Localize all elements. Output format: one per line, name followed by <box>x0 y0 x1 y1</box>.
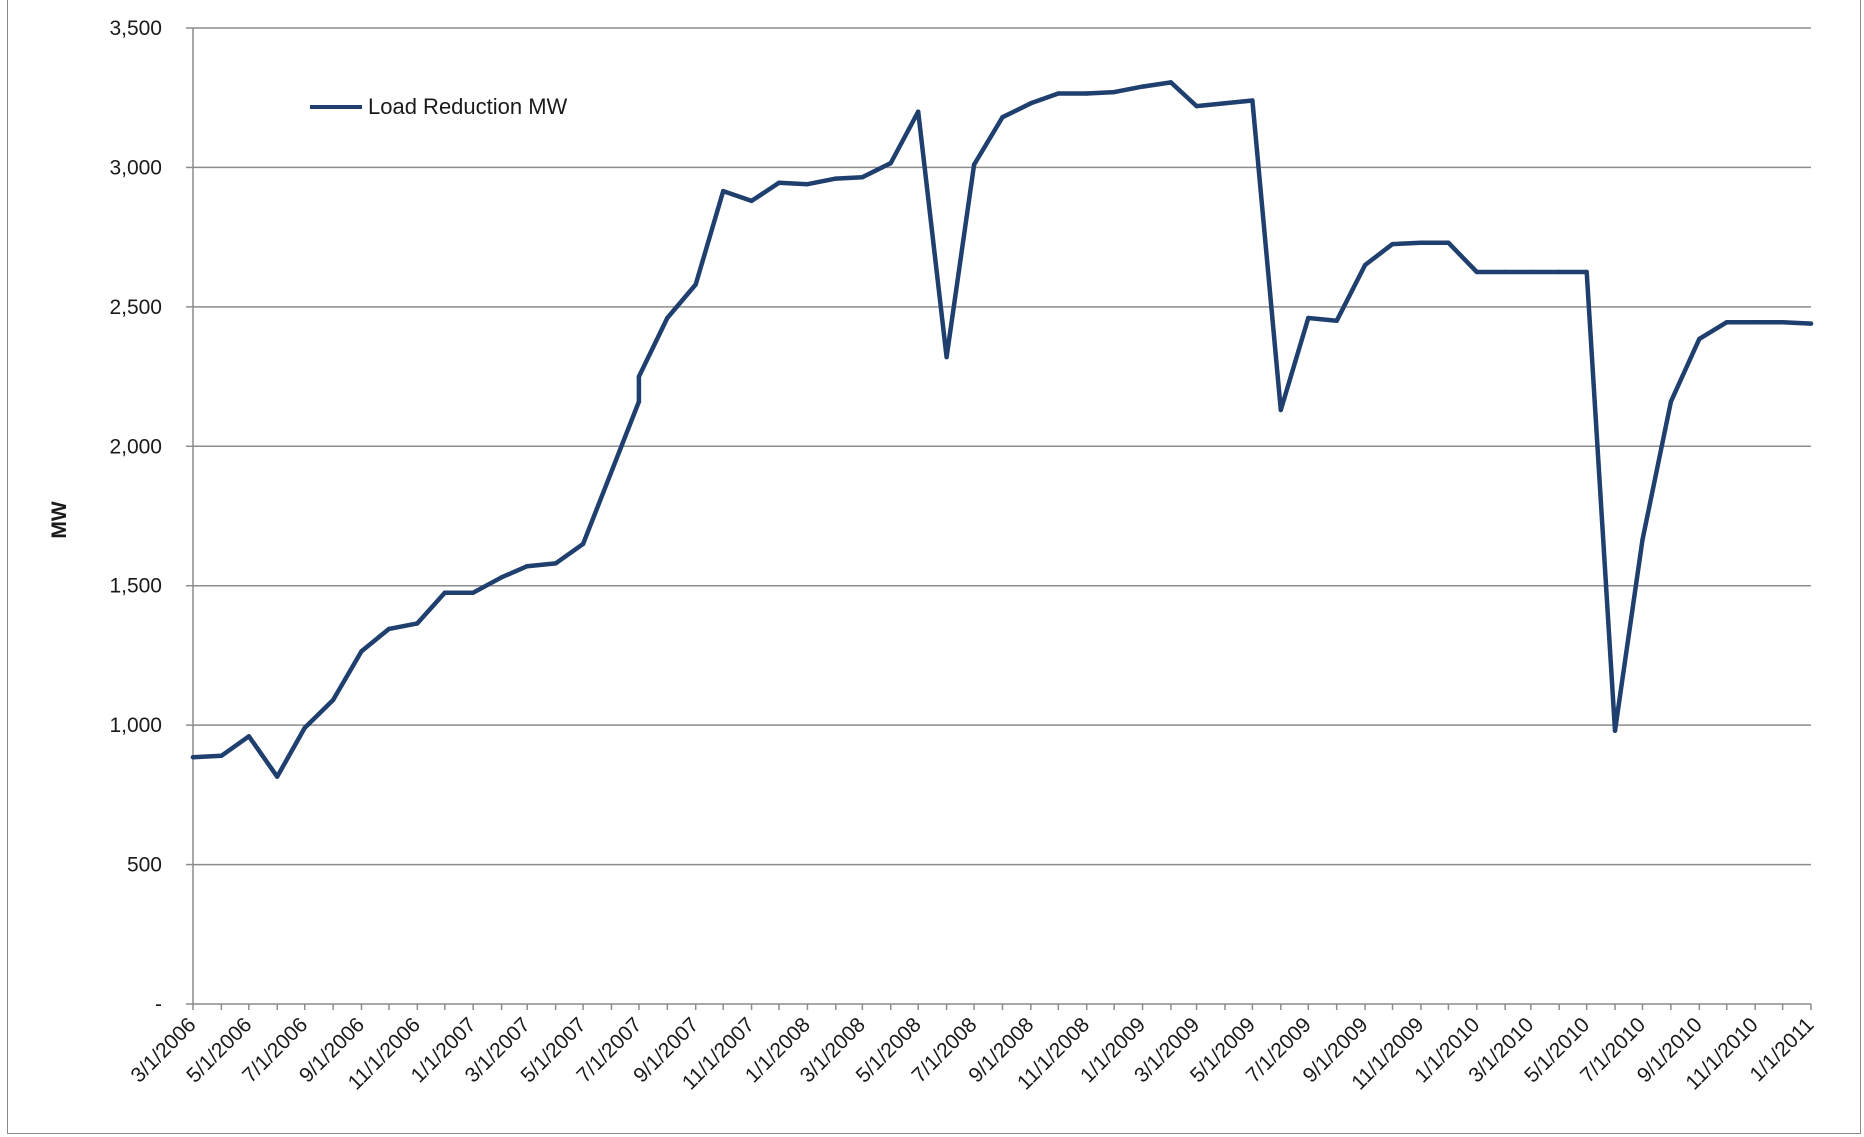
data-point <box>1640 537 1645 542</box>
data-point <box>1194 103 1199 109</box>
y-tick-label: 2,000 <box>109 435 162 458</box>
data-point <box>580 541 586 547</box>
data-point <box>302 725 307 731</box>
data-point <box>1028 101 1034 106</box>
y-tick-label: 1,000 <box>109 714 162 737</box>
legend: Load Reduction MW <box>310 94 568 119</box>
data-point <box>888 161 893 166</box>
data-point <box>1584 269 1589 275</box>
legend-label: Load Reduction MW <box>368 94 568 119</box>
data-point <box>386 626 392 632</box>
data-point <box>916 109 921 114</box>
data-point <box>1390 241 1395 247</box>
data-point <box>693 282 698 287</box>
y-tick-label: 500 <box>127 854 162 877</box>
y-tick-label: 2,500 <box>109 296 162 319</box>
data-point <box>1780 320 1785 325</box>
data-point <box>525 564 530 569</box>
data-point <box>553 561 558 566</box>
data-point <box>415 621 420 626</box>
data-point <box>1612 728 1618 733</box>
data-point <box>1446 240 1451 245</box>
y-axis-label: MW <box>48 501 71 538</box>
data-point <box>636 374 642 379</box>
y-tick-label: 3,000 <box>109 156 162 179</box>
y-tick-label: - <box>155 993 162 1016</box>
data-point <box>1140 84 1145 89</box>
data-point <box>1334 318 1339 323</box>
data-point <box>246 734 252 739</box>
data-point <box>1668 399 1674 404</box>
data-point <box>1724 320 1730 325</box>
data-point <box>805 182 810 187</box>
data-point <box>219 753 224 758</box>
axes <box>192 28 1811 1005</box>
data-point <box>1557 269 1562 275</box>
data-point <box>1808 321 1814 326</box>
data-point <box>1418 240 1424 245</box>
y-tick-label: 3,500 <box>109 17 162 40</box>
data-point <box>749 198 754 204</box>
data-point <box>330 697 336 703</box>
data-point <box>1503 269 1508 275</box>
data-point <box>1056 91 1061 96</box>
data-point <box>1084 91 1089 96</box>
data-point <box>190 755 196 760</box>
x-axis-ticks: 3/1/20065/1/20067/1/20069/1/200611/1/200… <box>126 1004 1819 1095</box>
gridlines <box>193 27 1811 866</box>
y-tick-label: 1,500 <box>109 575 162 598</box>
data-point <box>442 590 447 595</box>
data-point <box>1752 320 1758 325</box>
data-point <box>860 175 865 180</box>
data-point <box>1250 98 1255 103</box>
chart-frame <box>7 0 1861 1134</box>
data-point <box>1112 89 1117 95</box>
data-point <box>1306 315 1311 321</box>
data-point <box>944 354 949 360</box>
data-point <box>1278 407 1284 413</box>
data-point <box>359 649 364 654</box>
data-point <box>1000 115 1005 120</box>
data-point <box>636 399 642 404</box>
data-point <box>721 188 726 194</box>
data-point <box>1222 101 1228 106</box>
data-point <box>1528 269 1534 275</box>
data-point <box>1168 80 1174 85</box>
data-point <box>776 180 782 185</box>
data-point <box>275 774 280 779</box>
data-point <box>971 162 977 167</box>
data-point <box>1697 336 1702 342</box>
y-axis-ticks: - 500 1,000 1,500 2,000 2,500 3,000 3,500 <box>109 17 193 1016</box>
data-point <box>1362 262 1368 268</box>
data-point <box>1474 269 1480 275</box>
series-line <box>190 80 1814 779</box>
series-layer <box>190 80 1814 779</box>
data-point <box>833 176 838 181</box>
data-point <box>665 315 670 321</box>
data-point <box>471 590 476 595</box>
data-point <box>499 575 504 580</box>
